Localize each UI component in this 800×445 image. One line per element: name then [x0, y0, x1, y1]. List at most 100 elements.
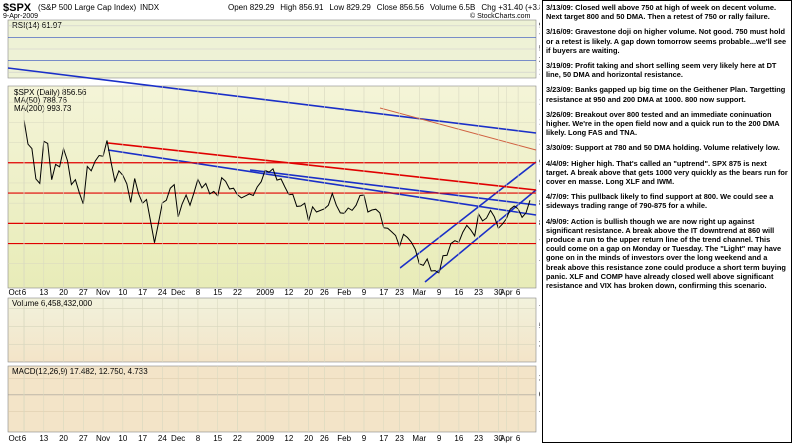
note: 3/23/09: Banks gapped up big time on the…	[546, 85, 786, 104]
x-tick-label: 15	[213, 434, 222, 443]
price-line	[23, 119, 531, 274]
x-tick-label: 17	[138, 434, 147, 443]
trend-line	[107, 149, 537, 216]
note: 3/19/09: Profit taking and short selling…	[546, 61, 777, 80]
y-tick-label: 950	[539, 158, 540, 167]
x-tick-label: 8	[196, 288, 201, 297]
x-tick-label: Oct	[9, 434, 22, 443]
y-tick-label: 10	[539, 67, 540, 76]
x-tick-label: Apr	[500, 434, 513, 443]
trend-line	[107, 142, 537, 191]
y-tick-label: 800	[539, 218, 540, 227]
subtitle: (S&P 500 Large Cap Index)	[38, 3, 136, 12]
ma50-label: MA(50) 788.76	[14, 96, 67, 105]
y-tick-label: 850	[539, 198, 540, 207]
x-tick-label: Nov	[96, 434, 110, 443]
note: 3/13/09: Closed well above 750 at high o…	[546, 3, 777, 22]
x-tick-label: 20	[59, 288, 68, 297]
x-tick-label: Apr	[500, 288, 513, 297]
x-tick-label: 9	[362, 434, 367, 443]
x-tick-label: 13	[39, 434, 48, 443]
y-tick-label: 50	[539, 44, 540, 53]
y-tick-label: 5.0B	[539, 322, 540, 331]
x-tick-label: Mar	[412, 288, 426, 297]
x-tick-label: 17	[138, 288, 147, 297]
x-tick-label: 17	[379, 434, 388, 443]
quote-item: Volume 6.5B	[430, 3, 475, 12]
x-tick-label: 24	[158, 434, 167, 443]
trend-line	[424, 189, 537, 283]
y-tick-label: 70	[539, 33, 540, 42]
macd-label: MACD(12,26,9) 17.482, 12.750, 4.733	[12, 367, 148, 376]
y-tick-label: 1100	[539, 97, 540, 106]
price-label: $SPX (Daily) 856.56	[14, 88, 87, 97]
note: 4/9/09: Action is bullish though we are …	[546, 216, 786, 291]
x-tick-label: Dec	[171, 434, 185, 443]
x-tick-label: 30	[494, 434, 503, 443]
y-tick-label: 2.5B	[539, 339, 540, 348]
x-tick-label: 2009	[256, 288, 274, 297]
x-tick-label: Feb	[337, 288, 351, 297]
x-tick-label: 6	[22, 434, 27, 443]
x-tick-label: 16	[454, 288, 463, 297]
symbol: $SPX	[3, 2, 32, 14]
ma200-label: MA(200) 993.73	[14, 104, 72, 113]
quote-item: Close 856.56	[377, 3, 425, 12]
y-tick-label: 30	[539, 56, 540, 65]
note: 3/26/09: Breakout over 800 tested and an…	[546, 109, 780, 138]
x-tick-label: 12	[284, 288, 293, 297]
watermark: © StockCharts.com	[470, 12, 531, 20]
trend-line	[7, 67, 537, 134]
y-tick-label: 750	[539, 239, 540, 248]
date: 9-Apr-2009	[3, 13, 38, 20]
x-tick-label: 20	[304, 288, 313, 297]
y-tick-label: 7.5B	[539, 304, 540, 313]
x-tick-label: Feb	[337, 434, 351, 443]
x-tick-label: 20	[59, 434, 68, 443]
x-tick-label: 13	[39, 288, 48, 297]
note: 3/16/09: Gravestone doji on higher volum…	[546, 27, 787, 55]
x-tick-label: 6	[516, 434, 521, 443]
note: 4/7/09: This pullback likely to find sup…	[546, 192, 774, 211]
y-tick-label: -20	[539, 406, 540, 415]
quote-item: Chg +31.40 (+3.81%)	[481, 3, 540, 12]
x-tick-label: Dec	[171, 288, 185, 297]
ma200-hint	[379, 107, 537, 151]
x-tick-label: 2009	[256, 434, 274, 443]
x-tick-label: 26	[320, 434, 329, 443]
y-tick-label: 900	[539, 178, 540, 187]
y-tick-label: 1050	[539, 117, 540, 126]
x-tick-label: 15	[213, 288, 222, 297]
x-tick-label: 27	[79, 434, 88, 443]
quote-item: High 856.91	[280, 3, 324, 12]
x-tick-label: 9	[437, 288, 442, 297]
x-tick-label: 9	[362, 288, 367, 297]
note: 3/30/09: Support at 780 and 50 DMA holdi…	[546, 143, 780, 153]
x-tick-label: 22	[233, 434, 242, 443]
macd-panel	[7, 365, 537, 433]
x-tick-label: 23	[474, 288, 483, 297]
x-tick-label: Mar	[412, 434, 426, 443]
x-tick-label: 6	[22, 288, 27, 297]
trend-lines	[7, 67, 537, 283]
y-tick-label: 0	[539, 390, 540, 399]
x-tick-label: 6	[516, 288, 521, 297]
x-tick-label: Oct	[9, 288, 22, 297]
x-tick-label: 9	[437, 434, 442, 443]
y-tick-label: 1000	[539, 138, 540, 147]
y-tick-label: 90	[539, 21, 540, 30]
trend-line	[399, 161, 537, 269]
x-tick-label: 23	[395, 434, 404, 443]
notes-panel: 3/13/09: Closed well above 750 at high o…	[542, 0, 792, 443]
x-tick-label: 10	[118, 288, 127, 297]
quote-item: Low 829.29	[329, 3, 371, 12]
y-tick-label: 700	[539, 259, 540, 268]
x-tick-label: 16	[454, 434, 463, 443]
x-tick-label: 24	[158, 288, 167, 297]
chart: $SPX (S&P 500 Large Cap Index) INDX 9-Ap…	[3, 1, 540, 444]
x-tick-label: Nov	[96, 288, 110, 297]
x-tick-label: 20	[304, 434, 313, 443]
note: 4/4/09: Higher high. That's called an "u…	[546, 158, 788, 187]
x-tick-label: 23	[395, 288, 404, 297]
